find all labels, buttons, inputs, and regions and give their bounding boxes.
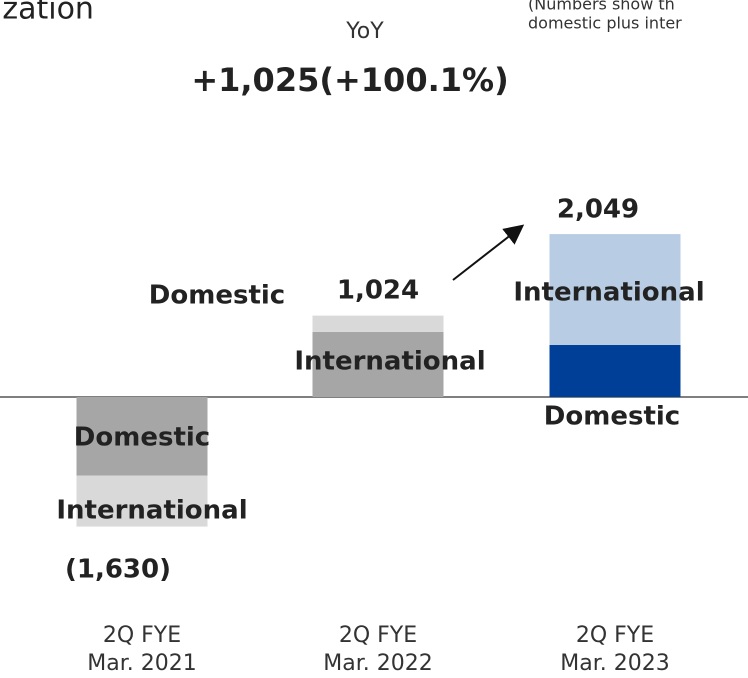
arrow	[452, 224, 525, 281]
segment-label: International	[294, 347, 485, 377]
annotation: +1,025(+100.1%)	[191, 61, 508, 99]
x-tick-label: 2Q FYE	[576, 623, 654, 648]
x-tick-label: Mar. 2022	[323, 651, 432, 676]
segment-label: International	[56, 496, 247, 526]
x-tick-label: 2Q FYE	[103, 623, 181, 648]
total-label: 2,049	[557, 195, 639, 225]
segment-label: Domestic	[544, 402, 680, 432]
bar-segment	[549, 345, 681, 397]
title: ization	[0, 0, 94, 27]
bar-segment	[76, 397, 208, 476]
segment-label: Domestic	[74, 423, 210, 453]
x-tick-label: 2Q FYE	[339, 623, 417, 648]
x-tick-label: Mar. 2023	[560, 651, 669, 676]
total-label: (1,630)	[65, 555, 171, 585]
bar-segment	[549, 234, 681, 346]
bar-segment	[312, 315, 444, 332]
segment-label: International	[513, 278, 704, 308]
note: (Numbers show th	[528, 0, 675, 14]
subtitle: YoY	[345, 19, 384, 44]
total-label: 1,024	[337, 276, 419, 306]
x-tick-label: Mar. 2021	[87, 651, 196, 676]
segment-label: Domestic	[149, 281, 285, 311]
bar-segment	[76, 475, 208, 527]
bar-segment	[312, 331, 444, 397]
note: domestic plus inter	[528, 14, 682, 33]
